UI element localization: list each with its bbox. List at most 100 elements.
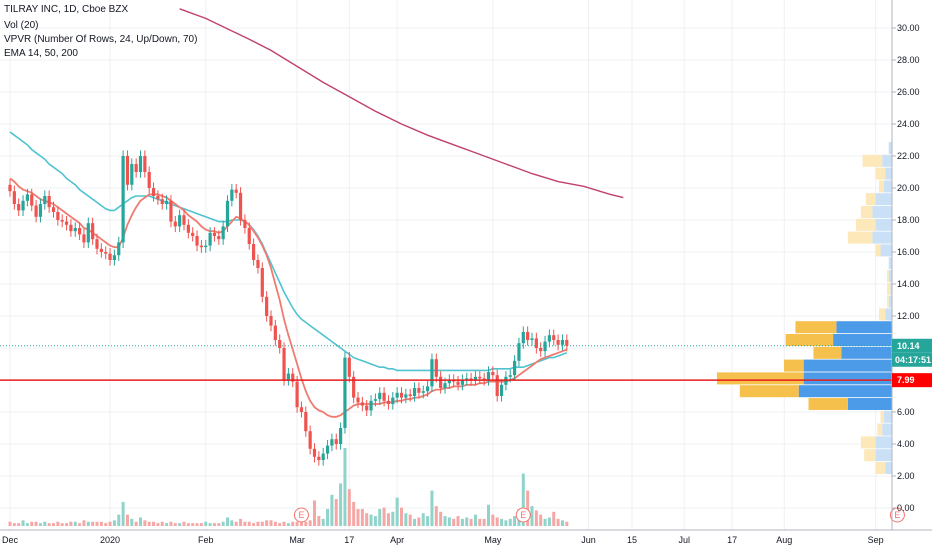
candle-body	[399, 392, 404, 398]
ema-indicator-label[interactable]: EMA 14, 50, 200	[4, 48, 78, 59]
candle-body	[365, 405, 369, 411]
vp-down-bar	[795, 321, 837, 334]
x-tick-label: Sep	[868, 535, 884, 545]
candle-body	[43, 196, 47, 204]
x-tick-label: 17	[727, 535, 737, 545]
volume-bar	[260, 521, 264, 526]
volume-bar	[221, 521, 225, 526]
volume-bar	[239, 518, 243, 526]
ema-lines	[9, 8, 624, 418]
volume-bar	[391, 511, 395, 526]
volume-bar	[556, 518, 560, 526]
volume-bars	[8, 448, 569, 526]
volume-bar	[373, 516, 377, 526]
volume-bar	[347, 489, 351, 526]
volume-bar	[395, 497, 399, 526]
vp-down-bar	[887, 270, 889, 282]
candle-body	[56, 212, 60, 220]
vp-up-bar	[890, 282, 892, 295]
candle-body	[221, 226, 225, 240]
candle-body	[151, 188, 156, 196]
volume-bar	[278, 523, 282, 526]
candle-body	[286, 373, 290, 380]
volume-bar	[169, 521, 173, 526]
vp-down-bar	[785, 334, 834, 346]
volume-bar	[491, 514, 495, 526]
candle-body	[138, 156, 143, 172]
volume-bar	[508, 518, 512, 526]
vp-up-bar	[872, 206, 892, 218]
volume-bar	[330, 494, 334, 526]
candle-body	[295, 381, 299, 408]
candle-body	[325, 445, 330, 454]
candle-body	[491, 372, 495, 376]
candle-body	[95, 239, 99, 249]
candle-body	[247, 228, 251, 244]
y-tick-label: 28.00	[897, 55, 920, 65]
candle-body	[121, 156, 125, 243]
candle-body	[460, 380, 464, 385]
volume-bar	[543, 518, 547, 526]
candle-body	[556, 340, 560, 345]
countdown-badge	[892, 352, 932, 367]
candle-body	[391, 397, 395, 404]
candle-body	[312, 448, 317, 457]
candle-body	[352, 376, 356, 398]
y-tick-label: 24.00	[897, 119, 920, 129]
candle-body	[356, 397, 360, 403]
x-tick-label: Mar	[289, 535, 305, 545]
volume-bar	[513, 516, 517, 526]
volume-bar	[321, 518, 325, 526]
volume-bar	[565, 521, 569, 526]
vp-up-bar	[847, 398, 892, 410]
volume-bar	[365, 513, 369, 526]
volume-bar	[460, 518, 464, 526]
volume-bar	[139, 517, 142, 526]
volume-bar	[360, 508, 364, 526]
volume-bar	[469, 518, 473, 526]
volume-bar	[413, 518, 417, 526]
volume-bar	[38, 523, 42, 526]
candle-body	[382, 392, 386, 401]
candle-body	[256, 260, 260, 268]
volume-indicator-label[interactable]: Vol (20)	[4, 20, 39, 31]
earnings-marker-icon	[889, 507, 905, 523]
volume-bar	[112, 520, 116, 526]
candle-body	[521, 332, 525, 344]
volume-bar	[560, 520, 564, 526]
volume-bar	[147, 521, 151, 526]
y-tick-label: 26.00	[897, 87, 920, 97]
last-price-badge	[892, 338, 932, 353]
vpvr-indicator-label[interactable]: VPVR (Number Of Rows, 24, Up/Down, 70)	[4, 34, 198, 45]
candle-body	[430, 359, 434, 387]
volume-bar	[186, 523, 190, 526]
vp-down-bar	[878, 180, 884, 193]
vp-down-bar	[887, 282, 891, 295]
volume-bar	[456, 516, 460, 526]
candle-body	[199, 245, 203, 248]
volume-bar	[430, 490, 434, 526]
volume-bar	[443, 516, 447, 526]
symbol-title[interactable]: TILRAY INC, 1D, Cboe BZX	[4, 4, 129, 15]
volume-bar	[299, 520, 303, 526]
candle-body	[299, 407, 304, 412]
candle-body	[182, 215, 186, 225]
candle-body	[156, 196, 160, 200]
volume-bar	[247, 521, 251, 526]
volume-bar	[478, 518, 482, 526]
candle-body	[260, 268, 264, 297]
candle-body	[51, 207, 56, 212]
candle-body	[439, 376, 443, 388]
candle-body	[191, 232, 195, 236]
candle-body	[73, 228, 77, 232]
candle-body	[304, 412, 308, 432]
candle-body	[21, 200, 25, 211]
volume-bar	[108, 521, 112, 526]
vp-down-bar	[875, 244, 881, 257]
volume-bar	[25, 523, 29, 526]
candle-body	[321, 453, 325, 460]
candle-body	[530, 338, 534, 340]
